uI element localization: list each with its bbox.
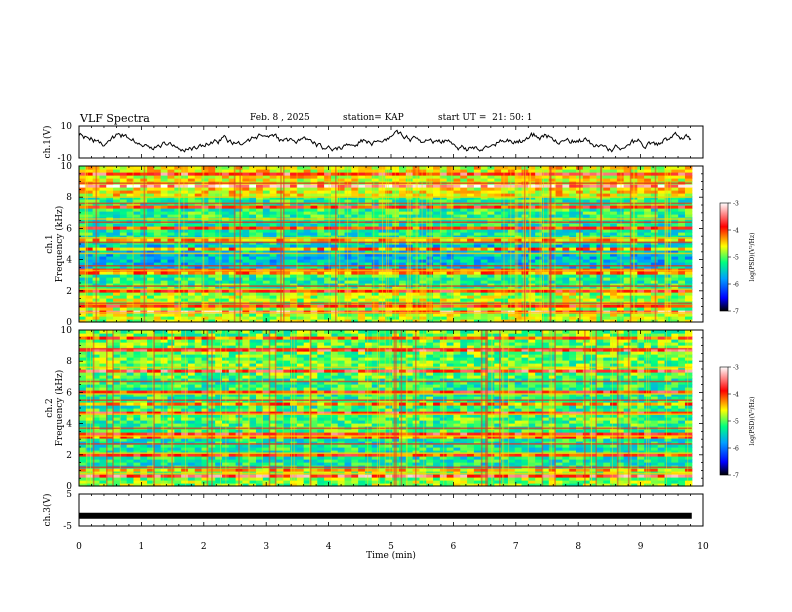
x-tick-label: 9 <box>638 542 644 552</box>
ch1-waveform-ytick-label: -10 <box>58 154 73 164</box>
ch1-colorbar-tick-label: -7 <box>733 309 739 316</box>
x-tick-label: 0 <box>76 542 82 552</box>
ch2-spectrogram-ytick-label: 2 <box>66 451 72 461</box>
ch2-colorbar <box>719 366 729 476</box>
ch3-waveform-ytick-label: -5 <box>63 522 72 532</box>
ch1-waveform-frame <box>78 125 704 159</box>
ch1-spectrogram-ylabel-channel: ch.1 <box>45 234 55 253</box>
x-tick-label: 5 <box>388 542 394 552</box>
ch2-colorbar-tick-label: -3 <box>733 365 739 372</box>
ch1-colorbar-tick-label: -5 <box>733 255 739 262</box>
ch2-spectrogram-ylabel-frequency: Frequency (kHz) <box>54 370 65 447</box>
ch1-spectrogram-ytick-label: 10 <box>61 162 73 172</box>
x-tick-label: 8 <box>575 542 581 552</box>
ch2-colorbar-tick-label: -4 <box>733 392 739 399</box>
x-tick-label: 3 <box>263 542 269 552</box>
ch1-spectrogram-image <box>79 166 693 323</box>
start-time-label: start UT = 21: 50: 1 <box>438 113 533 123</box>
ch2-spectrogram-ytick-label: 0 <box>66 482 72 492</box>
ch1-spectrogram-ytick-label: 2 <box>66 287 72 297</box>
ch2-spectrogram-ytick-label: 4 <box>66 420 72 430</box>
ch2-spectrogram-ytick-label: 6 <box>66 388 72 398</box>
ch2-colorbar-tick-label: -6 <box>733 446 739 453</box>
ch1-spectrogram-ytick-label: 4 <box>66 256 72 266</box>
ch2-spectrogram-ytick-label: 8 <box>66 357 72 367</box>
ch3-waveform-frame <box>78 493 704 527</box>
ch2-colorbar-tick-label: -7 <box>733 473 739 480</box>
x-axis-label: Time (min) <box>366 550 416 561</box>
x-tick-label: 10 <box>697 542 709 552</box>
ch1-waveform-ylabel: ch.1(V) <box>42 126 53 159</box>
ch1-spectrogram-ytick-label: 8 <box>66 193 72 203</box>
ch1-colorbar-tick-label: -6 <box>733 282 739 289</box>
station-label: station= KAP <box>343 113 404 123</box>
ch2-colorbar-tick-label: -5 <box>733 419 739 426</box>
ch2-spectrogram-ytick-label: 10 <box>61 326 73 336</box>
ch1-colorbar <box>719 202 729 312</box>
ch1-spectrogram-ytick-label: 0 <box>66 318 72 328</box>
ch3-waveform-ylabel: ch.3(V) <box>42 494 53 527</box>
ch1-spectrogram-ytick-label: 6 <box>66 224 72 234</box>
ch2-spectrogram-ylabel-channel: ch.2 <box>45 398 55 417</box>
ch1-colorbar-label: log(PSD)(V²/Hz) <box>749 233 756 282</box>
x-tick-label: 1 <box>139 542 145 552</box>
ch1-colorbar-tick-label: -4 <box>733 228 739 235</box>
x-tick-label: 7 <box>513 542 519 552</box>
x-tick-label: 4 <box>326 542 332 552</box>
ch1-colorbar-tick-label: -3 <box>733 201 739 208</box>
ch3-waveform-ytick-label: 5 <box>66 490 72 500</box>
ch1-spectrogram-ylabel-frequency: Frequency (kHz) <box>54 206 65 283</box>
ch1-waveform-ytick-label: 10 <box>61 122 73 132</box>
ch2-spectrogram-image <box>79 330 693 487</box>
chart-title: VLF Spectra <box>80 112 150 125</box>
date-label: Feb. 8 , 2025 <box>250 113 310 123</box>
x-tick-label: 6 <box>451 542 457 552</box>
ch1-waveform-line <box>78 129 692 153</box>
x-tick-label: 2 <box>201 542 207 552</box>
ch2-colorbar-label: log(PSD)(V²/Hz) <box>749 397 756 446</box>
